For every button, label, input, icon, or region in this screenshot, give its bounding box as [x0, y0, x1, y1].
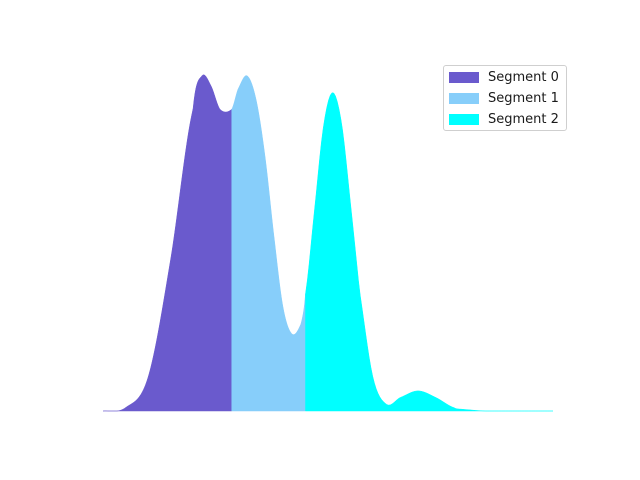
legend-label-segment-1: Segment 1: [488, 90, 559, 106]
legend: Segment 0 Segment 1 Segment 2: [443, 65, 567, 131]
area-segment-1: [231, 75, 306, 412]
legend-item-segment-0: Segment 0: [449, 69, 559, 85]
legend-item-segment-2: Segment 2: [449, 111, 559, 127]
legend-item-segment-1: Segment 1: [449, 90, 559, 106]
segments-group: [102, 74, 553, 412]
legend-label-segment-0: Segment 0: [488, 69, 559, 85]
legend-label-segment-2: Segment 2: [488, 111, 559, 127]
legend-swatch-segment-0: [449, 71, 479, 83]
area-segment-2: [305, 92, 553, 412]
legend-swatch-segment-1: [449, 92, 479, 104]
legend-swatch-segment-2: [449, 113, 479, 125]
area-segment-0: [102, 74, 232, 412]
